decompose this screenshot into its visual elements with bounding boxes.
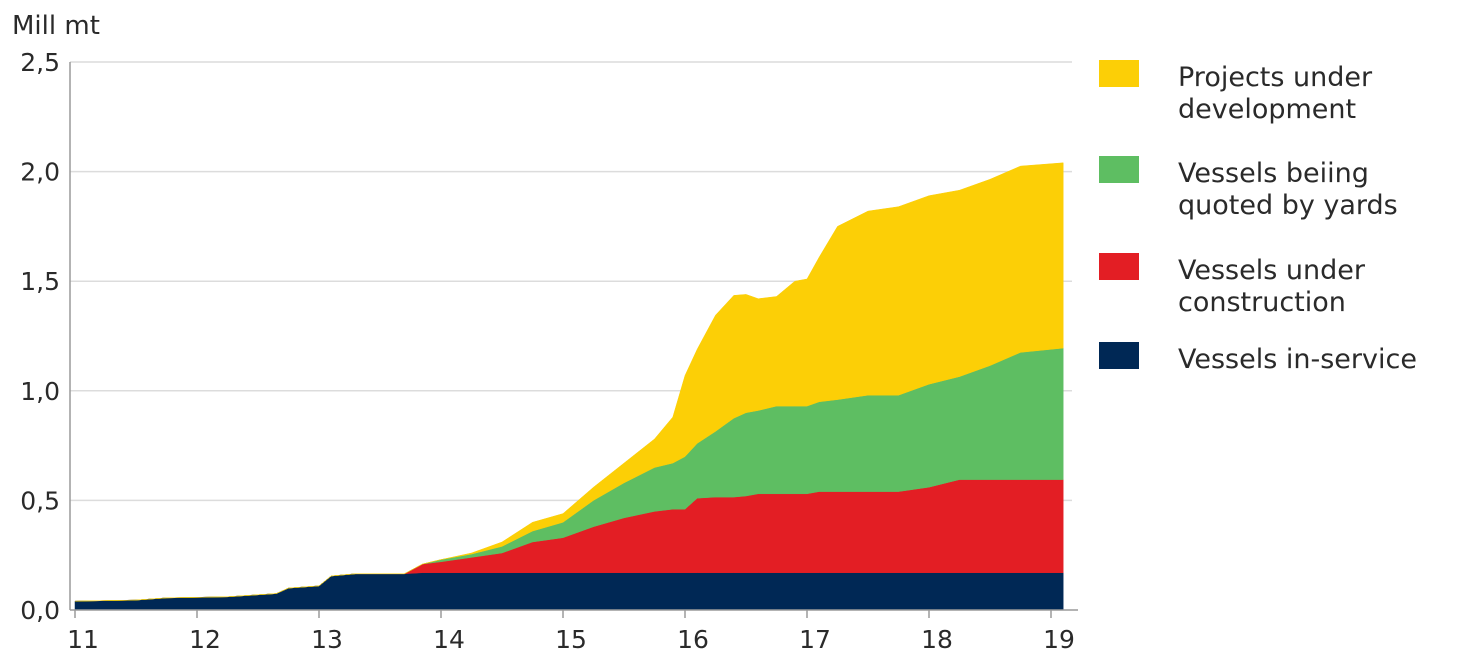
chart-areas: [74, 162, 1064, 611]
axes: [69, 62, 1078, 611]
x-tick-label: 17: [799, 625, 831, 654]
y-axis-label: Mill mt: [12, 11, 100, 41]
x-tick-labels: 11 12 13 14 15 16 17 18 19: [67, 610, 1075, 654]
y-tick-label: 0,0: [20, 596, 60, 625]
x-tick-label: 12: [189, 625, 221, 654]
x-tick-label: 15: [555, 625, 587, 654]
legend-label: Vessels beiing quoted by yards: [1178, 158, 1398, 221]
x-tick-label: 13: [311, 625, 343, 654]
y-tick-labels: 0,0 0,5 1,0 1,5 2,0 2,5: [20, 48, 60, 625]
series-area-0: [74, 572, 1064, 611]
series-area-3: [74, 162, 1064, 602]
x-tick-label: 19: [1043, 625, 1075, 654]
x-tick-label: 16: [677, 625, 709, 654]
legend-swatch: [1099, 253, 1139, 280]
legend-swatch: [1099, 156, 1139, 183]
x-tick-label: 18: [921, 625, 953, 654]
legend-swatch: [1099, 60, 1139, 87]
legend-label: Projects under development: [1178, 62, 1373, 125]
legend: Projects under development Vessels beiing q…: [1099, 60, 1417, 375]
legend-swatch: [1099, 342, 1139, 369]
y-tick-label: 2,5: [20, 48, 60, 77]
x-tick-label: 11: [67, 625, 99, 654]
legend-label: Vessels in-service: [1178, 344, 1417, 375]
x-tick-label: 14: [433, 625, 465, 654]
y-tick-label: 1,5: [20, 267, 60, 296]
y-tick-label: 0,5: [20, 486, 60, 515]
legend-label: Vessels under construction: [1178, 255, 1366, 318]
y-tick-label: 1,0: [20, 377, 60, 406]
y-tick-label: 2,0: [20, 158, 60, 187]
